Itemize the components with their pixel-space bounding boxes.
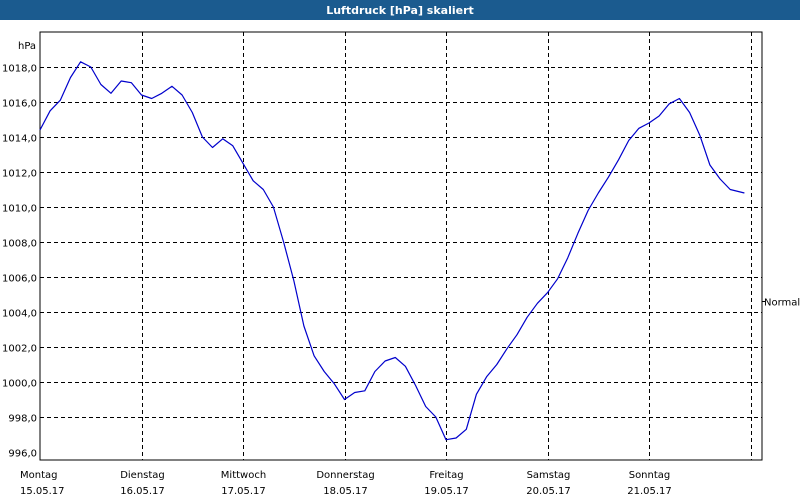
x-tick-day: Dienstag [120,470,165,481]
y-tick-label: 1018,0 [2,64,37,75]
y-tick-label: 996,0 [8,449,37,460]
grid-layer [40,32,762,460]
x-tick-date: 16.05.17 [120,486,165,497]
x-tick-date: 18.05.17 [323,486,368,497]
x-tick-date: 20.05.17 [526,486,571,497]
plot-frame [39,31,763,461]
x-tick-day: Donnerstag [316,470,374,481]
y-tick-label: 1014,0 [2,134,37,145]
y-tick-label: 1010,0 [2,204,37,215]
x-tick-day: Sonntag [629,470,671,481]
y-tick-label: 1002,0 [2,344,37,355]
y-tick-label: 1012,0 [2,169,37,180]
chart-title: Luftdruck [hPa] skaliert [0,0,800,20]
y-axis-label: hPa [18,41,36,52]
series-layer [39,61,745,441]
axis-layer [39,31,765,461]
y-tick-label: 1004,0 [2,309,37,320]
y-tick-label: 1008,0 [2,239,37,250]
y-tick-label: 1016,0 [2,99,37,110]
x-tick-day: Montag [20,470,57,481]
x-tick-date: 15.05.17 [20,486,65,497]
x-tick-date: 21.05.17 [627,486,672,497]
normal-label: Normal [764,298,800,309]
y-tick-label: 1006,0 [2,274,37,285]
x-tick-date: 19.05.17 [424,486,469,497]
x-tick-date: 17.05.17 [221,486,266,497]
x-tick-day: Freitag [429,470,463,481]
y-tick-label: 998,0 [8,414,37,425]
label-layer: 1018,0 1016,0 1014,0 1012,0 1010,0 1008,0 1006… [2,41,800,497]
y-tick-label: 1000,0 [2,379,37,390]
pressure-line [39,61,745,441]
x-tick-day: Samstag [527,470,571,481]
x-tick-day: Mittwoch [221,470,266,481]
